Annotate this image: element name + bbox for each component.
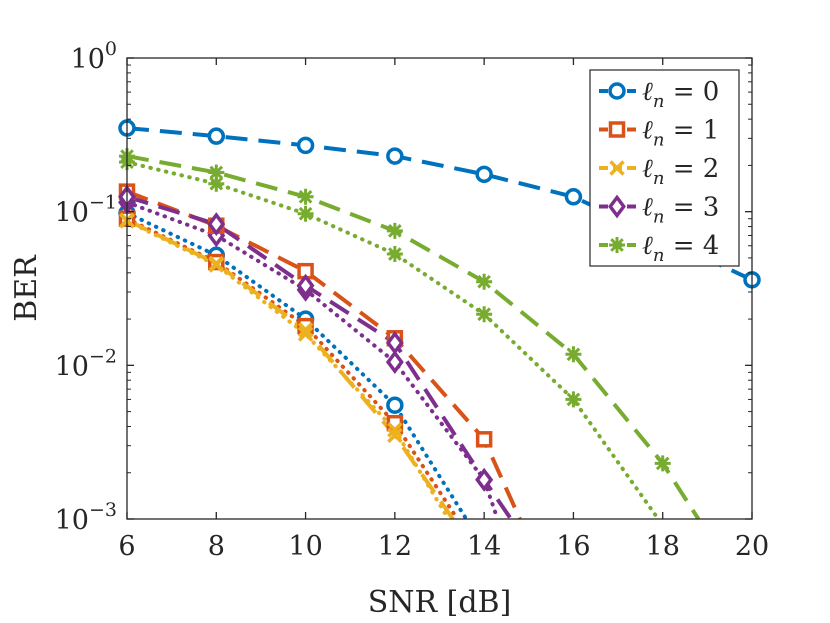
axes: 6 8 10 12 14 16 18 20 100 10−1 10−2 10−3 — [55, 38, 770, 562]
series-line-dashed-4 — [127, 154, 701, 519]
x-tick-label: 16 — [556, 531, 590, 562]
legend-label: ℓn = 2 — [642, 154, 719, 189]
data-point-dashed-1-4 — [475, 431, 493, 448]
legend-marker — [608, 82, 626, 100]
data-point-dashed-3-3 — [385, 330, 404, 355]
legend-marker — [608, 194, 626, 219]
series-line-dashed-3 — [127, 194, 513, 519]
data-point-dashed-0-3 — [386, 147, 404, 165]
data-point-dashed-2-2 — [297, 322, 314, 338]
data-point-dashed-0-4 — [475, 165, 493, 184]
legend-marker — [609, 160, 625, 176]
legend-item-4: ℓn = 4 — [599, 231, 719, 266]
legend: ℓn = 0 ℓn = 1ℓn = 2 ℓn = 3ℓn = 4 — [589, 69, 740, 267]
y-tick-label: 100 — [71, 38, 117, 75]
axes-box — [126, 57, 753, 520]
data-point-dashed-0-2 — [296, 136, 315, 155]
data-point-dashed-4-5 — [565, 346, 582, 363]
y-tick-label: 10−3 — [55, 499, 117, 536]
legend-marker — [608, 121, 626, 138]
legend-item-0: ℓn = 0 — [599, 77, 719, 112]
legend-item-3: ℓn = 3 — [599, 193, 719, 228]
data-point-dotted-2-3 — [387, 422, 403, 438]
data-point-dotted-2-2 — [297, 326, 314, 342]
series-line-dotted-3 — [127, 200, 500, 519]
data-point-dotted-4-4 — [476, 306, 493, 323]
legend-label: ℓn = 0 — [642, 77, 719, 112]
data-point-dashed-4-4 — [476, 273, 493, 290]
y-tick-label: 10−1 — [55, 192, 117, 229]
data-point-dashed-4-1 — [208, 164, 225, 181]
x-tick-label: 14 — [467, 531, 501, 562]
x-tick-label: 8 — [208, 531, 225, 562]
legend-label: ℓn = 1 — [642, 116, 719, 151]
x-tick-label: 12 — [378, 531, 412, 562]
x-axis-label: SNR [dB] — [368, 585, 512, 620]
legend-marker — [609, 237, 625, 253]
data-point-dashed-0-1 — [207, 127, 226, 145]
y-tick-label: 10−2 — [55, 345, 117, 382]
legend-label: ℓn = 4 — [642, 231, 719, 266]
legend-label: ℓn = 3 — [642, 193, 719, 228]
data-point-dotted-4-2 — [297, 205, 314, 222]
data-point-dotted-4-3 — [386, 246, 403, 263]
data-point-dotted-4-1 — [208, 175, 225, 192]
data-point-dashed-4-6 — [654, 455, 671, 472]
data-point-dashed-0-5 — [564, 188, 583, 206]
data-point-dashed-3-4 — [475, 467, 494, 492]
data-point-dashed-2-1 — [208, 255, 225, 272]
data-point-dashed-3-2 — [296, 273, 315, 298]
data-point-dashed-4-3 — [386, 222, 403, 239]
data-point-dotted-0-3 — [386, 396, 404, 414]
x-tick-label: 20 — [735, 531, 769, 562]
data-point-dashed-4-2 — [297, 188, 314, 205]
data-point-dashed-3-1 — [207, 212, 226, 237]
data-point-dashed-2-3 — [387, 427, 403, 444]
x-tick-label: 6 — [118, 531, 135, 562]
x-tick-label: 10 — [288, 531, 322, 562]
legend-item-2: ℓn = 2 — [599, 154, 719, 189]
data-point-dotted-3-3 — [385, 350, 404, 374]
legend-item-1: ℓn = 1 — [599, 116, 719, 151]
x-tick-label: 18 — [646, 531, 680, 562]
y-axis-label: BER — [9, 254, 44, 322]
data-point-dotted-4-5 — [565, 391, 582, 408]
